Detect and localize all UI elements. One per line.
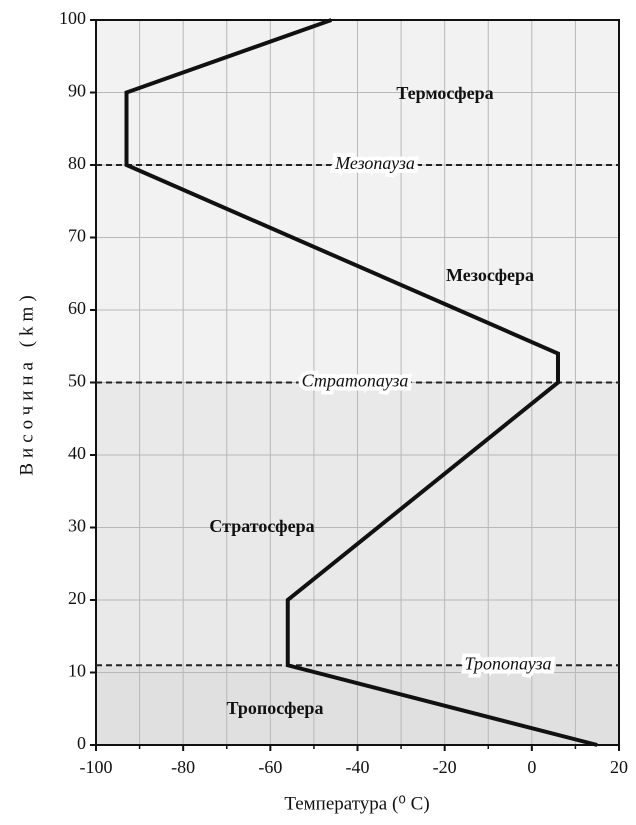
y-tick-label: 100 bbox=[59, 8, 86, 28]
y-tick-label: 10 bbox=[68, 661, 86, 681]
y-tick-label: 50 bbox=[68, 371, 86, 391]
x-tick-label: -60 bbox=[258, 757, 282, 777]
y-tick-label: 70 bbox=[68, 226, 86, 246]
y-tick-label: 40 bbox=[68, 443, 86, 463]
y-tick-label: 90 bbox=[68, 81, 86, 101]
y-tick-label: 20 bbox=[68, 588, 86, 608]
y-tick-label: 30 bbox=[68, 516, 86, 536]
y-axis-label: Височина (km) bbox=[16, 290, 37, 475]
y-tick-label: 80 bbox=[68, 153, 86, 173]
region-label: Стратосфера bbox=[209, 516, 314, 536]
x-tick-label: -20 bbox=[433, 757, 457, 777]
x-tick-label: 0 bbox=[527, 757, 536, 777]
x-axis-label: Температура (⁰ C) bbox=[284, 793, 429, 814]
region-label: Термосфера bbox=[396, 83, 493, 103]
boundary-label: Стратопауза bbox=[302, 371, 409, 391]
x-tick-label: 20 bbox=[610, 757, 628, 777]
x-tick-label: -40 bbox=[346, 757, 370, 777]
boundary-label: Тропопауза bbox=[464, 653, 551, 673]
region-label: Мезосфера bbox=[446, 265, 534, 285]
region-label: Тропосфера bbox=[227, 698, 324, 718]
x-tick-label: -80 bbox=[171, 757, 195, 777]
y-tick-label: 60 bbox=[68, 298, 86, 318]
boundary-label: Мезопауза bbox=[334, 153, 415, 173]
temperature-line bbox=[124, 18, 598, 747]
x-tick-label: -100 bbox=[80, 757, 113, 777]
y-tick-label: 0 bbox=[77, 733, 86, 753]
